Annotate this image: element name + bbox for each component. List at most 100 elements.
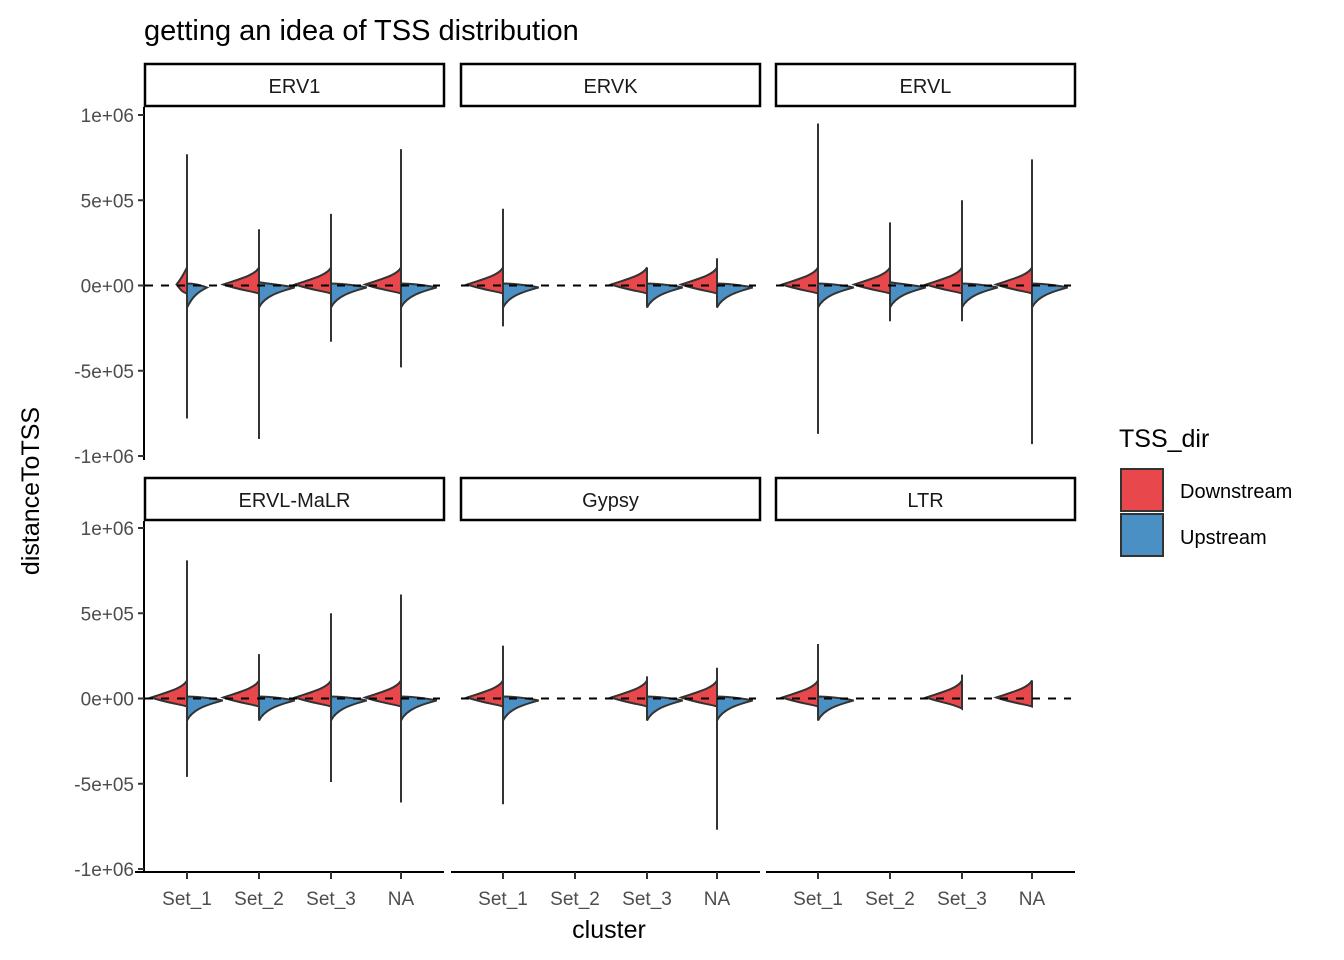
y-axis-title: distanceToTSS [17,407,45,575]
legend-title: TSS_dir [1119,425,1209,453]
x-tick-label: Set_3 [622,889,672,910]
violin-set_1 [148,560,223,777]
facet-strip [143,62,446,108]
violin-half-upstream [1031,282,1068,445]
violin-half-upstream [330,695,367,783]
x-tick-label: Set_1 [162,889,212,910]
violin-half-downstream [292,613,332,708]
violin-half-upstream [400,282,437,368]
violin-half-upstream [646,695,683,722]
violin-half-downstream [464,645,504,708]
violin-half-downstream [851,222,891,295]
violin-half-downstream [779,643,819,708]
violin-half-upstream [889,280,926,322]
facet-panel-ervl-malr: ERVL-MaLR 1e+06 5e+05 0e+00 -5e+05 -1e+06 Set_… [74,476,446,910]
violin-set_1 [464,645,539,805]
x-tick-label: Set_1 [478,889,528,910]
violin-half-upstream [186,282,210,419]
facet-strip-label: ERVK [583,76,638,98]
violin-set_2 [220,229,295,439]
facet-strip-label: ERVL-MaLR [239,490,351,512]
violin-set_3 [608,266,683,309]
y-tick-label: -1e+06 [74,860,134,881]
violin-half-upstream [817,695,854,722]
x-tick-label: Set_2 [865,889,915,910]
facet-strip [774,62,1077,108]
violin-half-upstream [258,695,295,722]
violin-half-upstream [400,695,437,803]
facet-strip [774,476,1077,522]
facet-panel-ervl: ERVL [774,62,1077,445]
violin-set_1 [779,123,854,434]
violin-half-downstream [220,229,260,295]
violin-half-downstream [464,208,504,295]
violin-half-upstream [502,695,539,805]
y-tick-label: -5e+05 [74,775,134,796]
facet-panels: ERV1 1e+06 5e+05 0e+00 -5e+05 -1e+06 ERVK ERVL E… [74,62,1077,910]
violin-half-downstream [608,266,648,295]
violin-set_3 [923,200,998,322]
violin-half-downstream [678,667,718,708]
violin-half-upstream [186,695,223,777]
violin-half-downstream [220,654,260,708]
legend-label-downstream: Downstream [1180,481,1292,503]
violin-half-downstream [175,154,188,295]
y-tick-label: 5e+05 [81,604,134,625]
y-tick-label: -5e+05 [74,362,134,383]
violin-set_1 [779,643,854,722]
x-axis-title: cluster [572,916,646,944]
facet-panel-erv1: ERV1 1e+06 5e+05 0e+00 -5e+05 -1e+06 [74,62,446,468]
legend-swatch-upstream [1120,513,1164,557]
x-tick-label: NA [704,889,731,910]
violin-na [678,258,753,309]
violin-half-downstream [678,258,718,295]
facet-strip-label: LTR [907,490,943,512]
facet-strip [143,476,446,522]
violin-half-upstream [258,280,295,439]
violin-half-downstream [362,594,402,708]
violin-half-downstream [148,560,188,708]
violin-set_1 [464,208,539,327]
violin-half-downstream [779,123,819,295]
y-tick-label: 1e+06 [81,106,134,127]
violin-half-downstream [993,679,1033,708]
y-tick-label: 5e+05 [81,191,134,212]
chart-title: getting an idea of TSS distribution [144,15,579,47]
x-tick-label: NA [1019,889,1046,910]
y-tick-label: 1e+06 [81,519,134,540]
violin-half-upstream [330,282,367,342]
y-tick-label: 0e+00 [81,277,134,298]
violin-half-downstream [608,676,648,708]
violin-half-downstream [993,159,1033,295]
violin-set_3 [292,213,367,342]
violin-na [362,594,437,803]
violin-set_1 [175,154,210,419]
x-tick-label: Set_1 [793,889,843,910]
facet-strip-label: Gypsy [582,490,639,512]
x-tick-label: Set_2 [550,889,600,910]
violin-half-upstream [716,695,753,830]
violin-na [678,667,753,830]
y-tick-label: -1e+06 [74,447,134,468]
facet-strip [459,476,762,522]
facet-strip [459,62,762,108]
facet-strip-label: ERVL [900,76,952,98]
violin-na [362,149,437,368]
x-tick-label: Set_3 [306,889,356,910]
y-tick-label: 0e+00 [81,690,134,711]
legend-label-upstream: Upstream [1180,527,1267,549]
facet-panel-gypsy: Gypsy Set_1 Set_2 Set_3 NA [451,476,762,910]
legend-swatch-downstream [1120,468,1164,512]
violin-set_3 [923,674,963,711]
violin-na [993,159,1068,445]
violin-half-downstream [292,213,332,295]
legend: TSS_dir Downstream Upstream [1119,425,1292,557]
x-tick-label: Set_3 [937,889,987,910]
violin-half-upstream [502,282,539,327]
violin-half-downstream [923,200,963,295]
violin-set_2 [220,654,295,722]
violin-half-upstream [817,282,854,434]
violin-half-downstream [923,674,963,711]
facet-panel-ervk: ERVK [459,62,762,327]
